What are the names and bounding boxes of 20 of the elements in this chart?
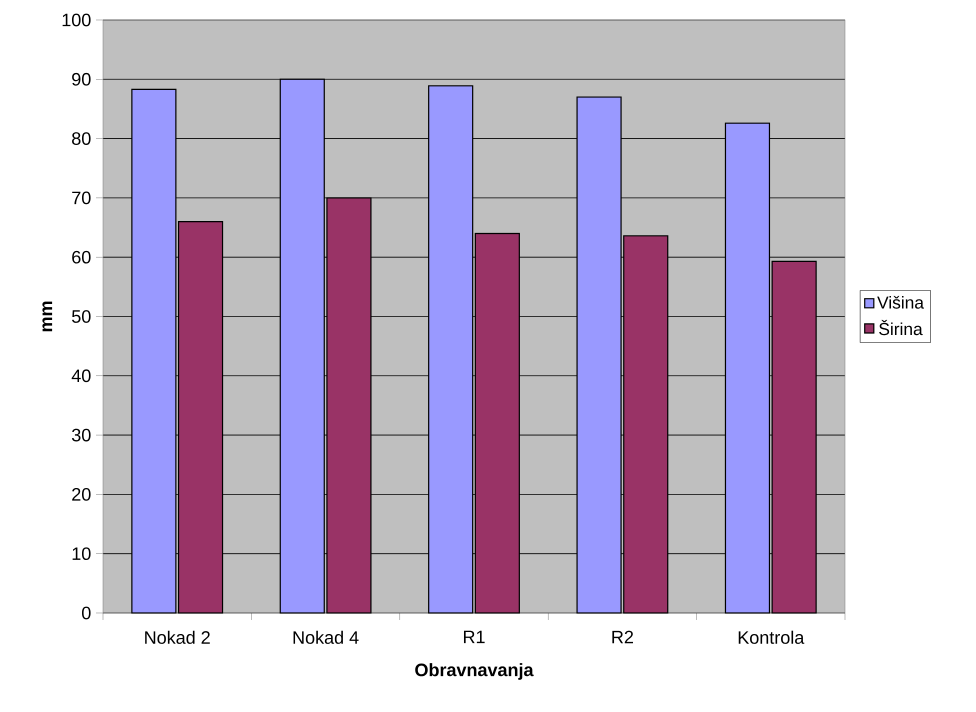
y-tick-label: 40 — [72, 369, 91, 382]
x-tick-label: R2 — [612, 630, 634, 644]
y-tick-label: 60 — [72, 250, 91, 264]
x-tick-label: Kontrola — [738, 630, 804, 644]
y-axis-title: mm — [42, 302, 52, 332]
y-tick-label: 0 — [82, 606, 91, 620]
y-tick-label: 70 — [72, 192, 91, 204]
legend-label: Višina — [877, 296, 924, 309]
y-tick-label: 50 — [72, 310, 91, 323]
legend-label: Širina — [879, 320, 923, 336]
x-tick-label: Nokad 4 — [294, 630, 359, 644]
y-tick-label: 30 — [72, 428, 91, 442]
y-tick-label: 20 — [72, 488, 91, 501]
x-axis-title: Obravnavanja — [415, 663, 534, 680]
y-tick-label: 100 — [62, 14, 91, 26]
y-tick-label: 10 — [72, 547, 91, 560]
y-tick-label: 80 — [72, 132, 91, 145]
x-tick-label: Nokad 2 — [145, 630, 210, 644]
x-tick-label: R1 — [464, 630, 485, 644]
y-tick-label: 90 — [72, 72, 91, 86]
